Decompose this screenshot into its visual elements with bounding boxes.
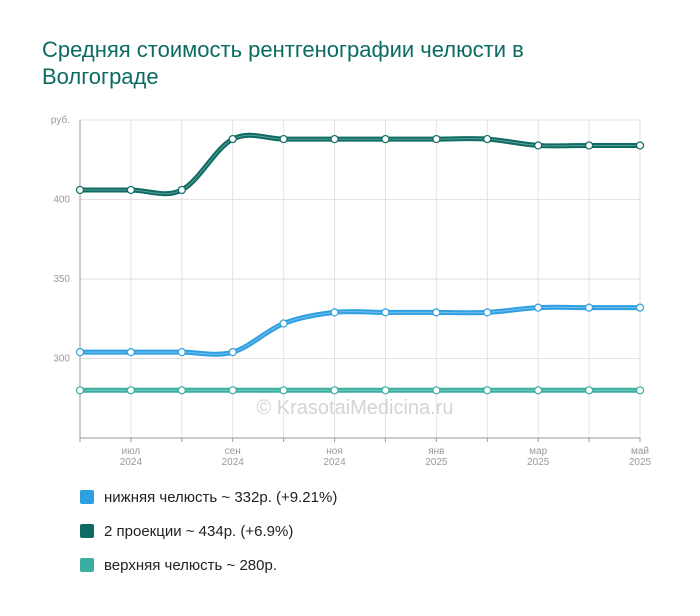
series-line <box>80 132 640 197</box>
data-point <box>584 386 594 395</box>
y-tick-label: 300 <box>53 354 70 365</box>
y-tick-label: 400 <box>53 195 70 206</box>
data-point <box>330 308 339 317</box>
data-point <box>75 386 85 395</box>
data-point <box>381 308 390 317</box>
data-point <box>432 386 441 395</box>
legend-item: 2 проекции ~ 434р. (+6.9%) <box>80 522 293 542</box>
watermark: © KrasotaiMedicina.ru <box>256 397 453 419</box>
y-tick-label: руб. <box>51 114 70 126</box>
y-tick-label: 350 <box>53 274 70 285</box>
data-point <box>177 185 186 195</box>
x-tick-label: ноя 2024 <box>323 446 346 468</box>
data-point <box>381 386 390 395</box>
data-point <box>584 141 594 150</box>
data-point <box>75 185 85 195</box>
data-point <box>483 386 492 395</box>
data-point <box>483 134 492 144</box>
chart-title: Средняя стоимость рентгенографии челюсти… <box>42 37 524 89</box>
legend-label: верхняя челюсть ~ 280р. <box>104 557 277 574</box>
series-line-highlight <box>80 306 640 355</box>
x-tick-label: янв 2025 <box>425 446 448 468</box>
legend-item: верхняя челюсть ~ 280р. <box>80 556 277 576</box>
data-point <box>126 185 136 195</box>
data-point <box>432 134 441 144</box>
data-point <box>534 386 543 395</box>
data-point <box>126 386 136 395</box>
data-point <box>330 386 339 395</box>
data-point <box>483 308 492 317</box>
x-tick-label: июл 2024 <box>119 446 143 468</box>
data-point <box>381 134 390 144</box>
data-point <box>126 348 136 357</box>
data-point <box>228 134 237 144</box>
data-point <box>177 348 186 357</box>
x-tick-label: май 2025 <box>628 446 652 468</box>
legend-swatch <box>80 558 94 572</box>
legend-swatch <box>80 524 94 538</box>
x-tick-label: сен 2024 <box>221 446 244 468</box>
data-point <box>584 303 594 312</box>
x-tick-label: мар 2025 <box>527 446 550 468</box>
legend-label: нижняя челюсть ~ 332р. (+9.21%) <box>104 489 338 506</box>
data-point <box>432 308 441 317</box>
data-point <box>279 319 288 328</box>
data-point <box>228 386 237 395</box>
legend-swatch <box>80 490 94 504</box>
data-point <box>635 303 645 312</box>
data-point <box>330 134 339 144</box>
data-point <box>177 386 186 395</box>
data-point <box>228 348 237 357</box>
legend-label: 2 проекции ~ 434р. (+6.9%) <box>104 523 294 540</box>
data-point <box>279 386 288 395</box>
data-point <box>635 386 645 395</box>
data-point <box>635 141 645 150</box>
data-point <box>534 141 543 150</box>
legend-item: нижняя челюсть ~ 332р. (+9.21%) <box>80 488 337 508</box>
data-point <box>279 134 288 144</box>
data-point <box>75 348 85 357</box>
data-point <box>534 303 543 312</box>
series-line <box>80 304 640 357</box>
